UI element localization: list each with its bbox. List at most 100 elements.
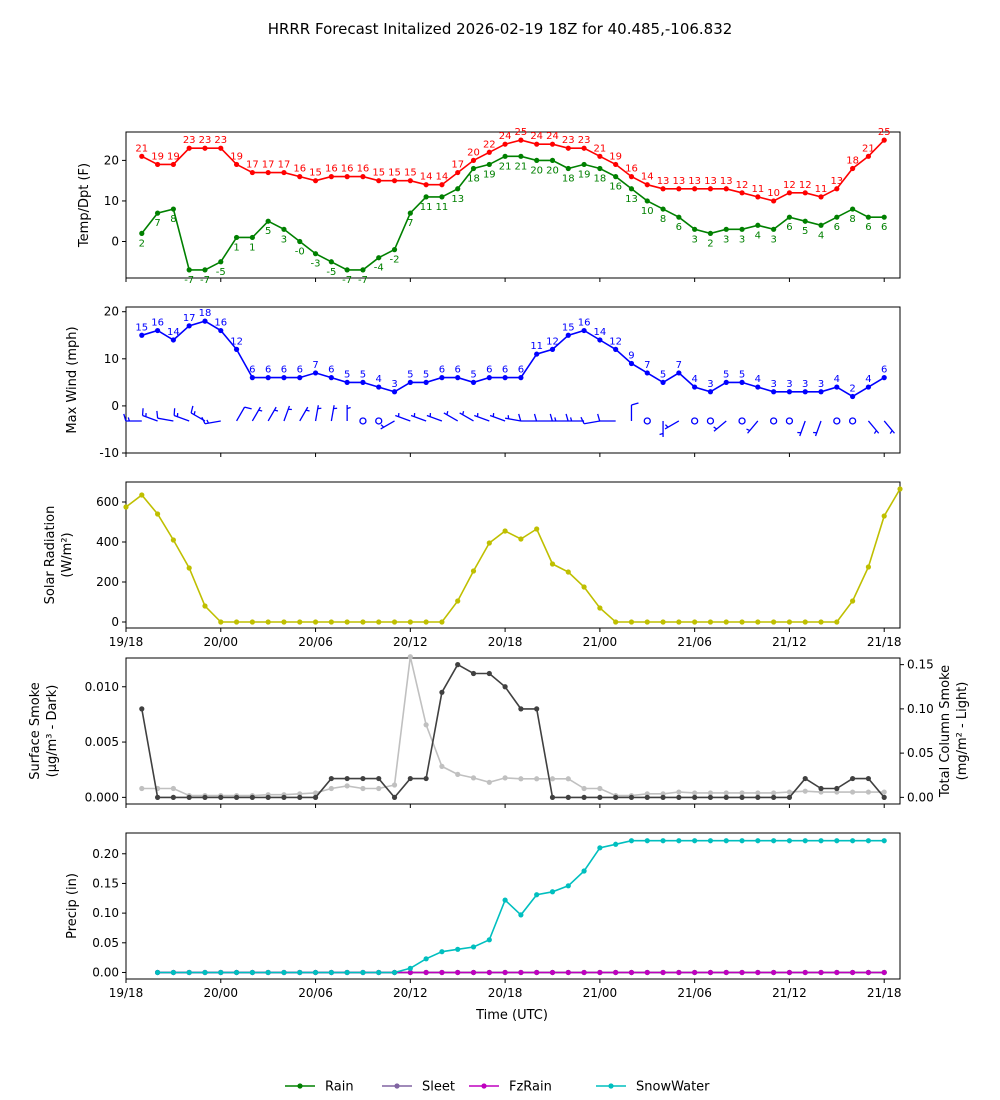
- temperature-point: [439, 182, 445, 188]
- x-axis-label: Time (UTC): [475, 1008, 548, 1023]
- wind-speed-data-label: 5: [723, 369, 729, 380]
- surface-smoke-point: [771, 794, 777, 800]
- solar-radiation-point: [660, 619, 666, 625]
- wind-ytick-label: 20: [104, 305, 119, 319]
- dewpoint-data-label: 20: [530, 165, 543, 176]
- wind-barb-half-flag: [193, 411, 196, 415]
- solar-radiation-point: [818, 619, 824, 625]
- fzrain-point: [502, 969, 508, 976]
- wind-barb-staff: [380, 420, 395, 430]
- solar-radiation-point: [154, 511, 161, 517]
- dewpoint-point: [581, 161, 587, 168]
- wind-barb-half-flag: [380, 424, 385, 428]
- temperature-data-label: 20: [467, 147, 480, 158]
- temperature-data-label: 12: [799, 180, 812, 191]
- precip-ytick-label: 0.00: [92, 965, 119, 979]
- solar-radiation-point: [455, 598, 461, 604]
- snowwater-point: [518, 912, 524, 918]
- wind-barb-calm: [769, 417, 778, 425]
- dewpoint-data-label: 3: [281, 234, 287, 245]
- wind-speed-data-label: 3: [391, 379, 397, 390]
- wind-speed-data-label: 6: [881, 365, 887, 376]
- total-column-smoke-point: [170, 785, 176, 792]
- dewpoint-data-label: -7: [358, 275, 368, 286]
- total-column-smoke-point: [549, 776, 556, 782]
- wind-speed-point: [771, 389, 777, 395]
- wind-speed-data-label: 5: [470, 369, 476, 380]
- dewpoint-point: [502, 153, 508, 159]
- solar-ytick-label: 600: [96, 495, 119, 509]
- wind-speed-point: [328, 375, 334, 381]
- solar-radiation-point: [202, 603, 208, 609]
- dewpoint-point: [613, 174, 619, 180]
- wind-barb-half-flag: [446, 411, 449, 415]
- fzrain-point: [470, 969, 477, 976]
- wind-speed-point: [707, 389, 714, 395]
- fzrain-point: [518, 969, 524, 976]
- dewpoint-data-label: 8: [660, 214, 666, 225]
- snowwater-point: [407, 965, 413, 971]
- wind-barb-staff: [330, 405, 335, 422]
- wind-barb-staff: [867, 420, 880, 434]
- dewpoint-data-label: 2: [139, 238, 145, 249]
- solar-y-axis-label-line: (W/m²): [60, 532, 75, 577]
- surface-smoke-point: [549, 794, 556, 800]
- precip-panel: 0.00 0.05 0.10 0.15 0.20 19/18 20/00 20/06 20/12…: [65, 832, 902, 1000]
- legend-swatch-marker: [297, 1083, 303, 1089]
- temperature-data-label: 14: [641, 172, 654, 183]
- wind-barb-half-flag: [889, 430, 893, 434]
- solar-radiation-point: [581, 584, 587, 590]
- dewpoint-data-label: 20: [546, 165, 559, 176]
- temperature-data-label: 16: [325, 164, 338, 175]
- smoke-left-y-axis-label-line: Surface Smoke: [28, 682, 43, 780]
- fzrain-point: [865, 969, 872, 976]
- snowwater-point: [218, 969, 224, 976]
- snowwater-point: [439, 949, 445, 955]
- temperature-point: [391, 178, 398, 184]
- solar-radiation-point: [644, 619, 650, 625]
- temperature-point: [455, 169, 461, 176]
- wind-barb-half-flag: [206, 419, 210, 424]
- temp-ytick-label: 0: [111, 235, 119, 249]
- fzrain-point: [707, 969, 714, 976]
- wind-barb-half-flag: [659, 432, 664, 436]
- dewpoint-point: [249, 234, 255, 241]
- wind-barb-staff: [584, 420, 600, 425]
- surface-smoke-point: [455, 662, 461, 668]
- temperature-data-label: 14: [436, 172, 449, 183]
- wind-speed-data-label: 7: [644, 360, 650, 371]
- total-column-smoke-point: [376, 785, 382, 792]
- wind-barb-half-flag: [258, 409, 263, 412]
- solar-frame: [125, 481, 901, 629]
- temperature-point: [423, 182, 429, 188]
- dewpoint-data-label: 3: [770, 234, 776, 245]
- wind-barb-staff: [443, 412, 459, 422]
- temperature-point: [470, 157, 477, 163]
- surface-smoke-point: [423, 775, 429, 782]
- wind-speed-point: [518, 375, 524, 381]
- solar-xtick-label: 21/12: [772, 635, 807, 649]
- temperature-data-label: 23: [214, 135, 227, 146]
- surface-smoke-point: [202, 794, 208, 800]
- dewpoint-data-label: 6: [881, 222, 887, 233]
- temperature-data-label: 13: [672, 176, 685, 187]
- dewpoint-data-label: 1: [233, 242, 239, 253]
- fzrain-point: [676, 969, 682, 976]
- temperature-point: [534, 141, 540, 147]
- snowwater-point: [360, 969, 366, 976]
- solar-radiation-point: [597, 605, 603, 611]
- wind-speed-point: [297, 375, 303, 381]
- solar-radiation-point: [850, 598, 856, 604]
- surface-smoke-point: [218, 794, 224, 800]
- legend-label: Sleet: [422, 1080, 455, 1095]
- wind-speed-data-label: 5: [407, 369, 413, 380]
- solar-radiation-point: [139, 492, 145, 498]
- temperature-point: [660, 186, 666, 192]
- total-column-smoke-point: [865, 789, 872, 795]
- surface-smoke-point: [154, 794, 161, 800]
- snowwater-point: [786, 838, 793, 844]
- temperature-point: [565, 145, 571, 151]
- wind-barb-flag: [518, 413, 522, 422]
- dewpoint-point: [423, 194, 429, 200]
- wind-speed-data-label: 14: [594, 327, 607, 338]
